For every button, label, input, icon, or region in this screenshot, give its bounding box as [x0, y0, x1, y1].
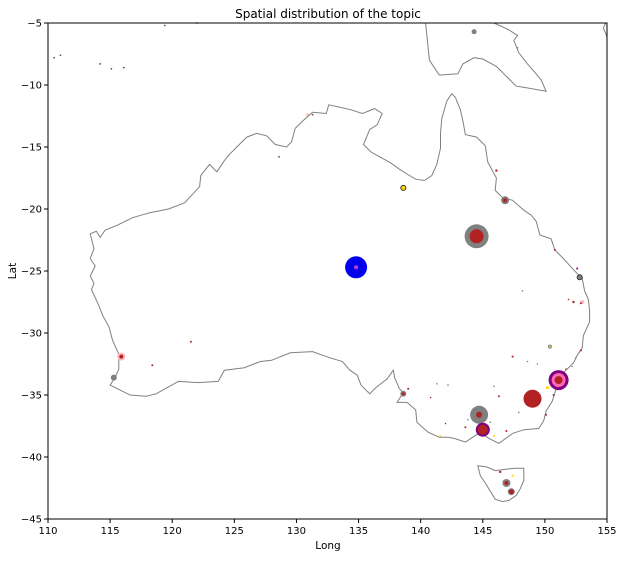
data-point — [400, 184, 407, 191]
island-dot — [122, 66, 125, 69]
y-tick-label: −30 — [21, 329, 42, 340]
data-point — [536, 363, 539, 365]
data-point — [439, 435, 442, 437]
data-point — [189, 340, 192, 343]
plot-area: 110 115 120 125 130 135 140 145 150 155 −5 −10 −15 −2… — [21, 19, 617, 538]
y-axis-label: Lat — [7, 263, 19, 279]
data-point — [497, 395, 500, 398]
data-point — [511, 474, 514, 477]
data-point — [151, 364, 154, 367]
data-point — [545, 386, 549, 390]
data-point — [407, 387, 410, 390]
island-dot — [278, 156, 280, 158]
data-point — [554, 376, 563, 385]
data-point — [444, 422, 447, 425]
data-point — [467, 419, 469, 421]
data-point — [521, 290, 524, 292]
island-dot — [99, 63, 102, 65]
data-point — [571, 365, 573, 368]
data-point — [493, 385, 495, 388]
island-dot — [163, 24, 166, 27]
island-outline — [602, 22, 608, 37]
data-point — [579, 302, 582, 305]
x-tick-label: 140 — [411, 526, 430, 537]
data-point — [526, 360, 529, 363]
data-point — [511, 355, 514, 358]
data-point — [523, 389, 542, 408]
x-tick-label: 155 — [597, 526, 616, 537]
new-guinea-outline — [425, 22, 547, 92]
data-point — [477, 424, 488, 435]
island-dot — [53, 56, 56, 59]
island-dot — [59, 54, 62, 57]
y-tick-label: −5 — [27, 19, 42, 30]
data-point — [576, 274, 583, 281]
data-point — [495, 169, 498, 172]
data-point — [489, 421, 492, 424]
data-point — [552, 394, 555, 396]
y-tick-label: −40 — [21, 453, 42, 464]
x-tick-label: 120 — [163, 526, 182, 537]
x-tick-label: 145 — [473, 526, 492, 537]
data-point — [516, 47, 519, 49]
data-point — [572, 300, 575, 304]
island-dot — [110, 67, 113, 70]
y-tick-label: −45 — [21, 515, 42, 526]
data-point — [464, 426, 467, 429]
x-tick-label: 130 — [287, 526, 306, 537]
data-point — [429, 396, 432, 399]
data-point — [547, 344, 552, 349]
data-point — [504, 481, 509, 485]
island-dot — [311, 113, 314, 116]
data-point — [579, 349, 582, 352]
x-tick-label: 125 — [225, 526, 244, 537]
data-point — [110, 374, 117, 381]
data-point — [567, 298, 570, 301]
data-point — [545, 413, 548, 416]
y-tick-label: −20 — [21, 205, 42, 216]
data-point — [476, 411, 483, 418]
data-point — [354, 265, 359, 270]
data-point — [493, 434, 495, 437]
y-tick-label: −10 — [21, 81, 42, 92]
data-point — [499, 470, 502, 474]
data-point — [503, 198, 508, 203]
data-point — [505, 430, 508, 432]
y-tick-label: −15 — [21, 143, 42, 154]
australia-outline — [89, 92, 591, 444]
x-axis-label: Long — [315, 540, 340, 552]
tasmania-outline — [477, 465, 525, 503]
data-point — [575, 357, 577, 359]
x-tick-label: 135 — [349, 526, 368, 537]
x-tick-label: 110 — [38, 526, 57, 537]
y-tick-label: −25 — [21, 267, 42, 278]
chart-title: Spatial distribution of the topic — [235, 7, 421, 21]
data-point — [507, 488, 515, 496]
data-point — [473, 416, 475, 419]
data-point — [576, 267, 579, 270]
x-tick-label: 150 — [535, 526, 554, 537]
data-point — [401, 392, 405, 396]
data-point — [469, 229, 484, 244]
data-point — [471, 29, 477, 35]
data-point — [436, 383, 438, 385]
data-point — [119, 354, 124, 359]
y-tick-label: −35 — [21, 391, 42, 402]
data-point — [447, 384, 449, 386]
x-tick-label: 115 — [101, 526, 120, 537]
data-point — [553, 248, 556, 251]
data-point — [565, 368, 567, 370]
data-point — [306, 113, 309, 117]
data-point — [518, 411, 520, 414]
